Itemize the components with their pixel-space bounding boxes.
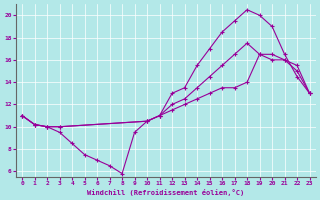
X-axis label: Windchill (Refroidissement éolien,°C): Windchill (Refroidissement éolien,°C) <box>87 189 244 196</box>
